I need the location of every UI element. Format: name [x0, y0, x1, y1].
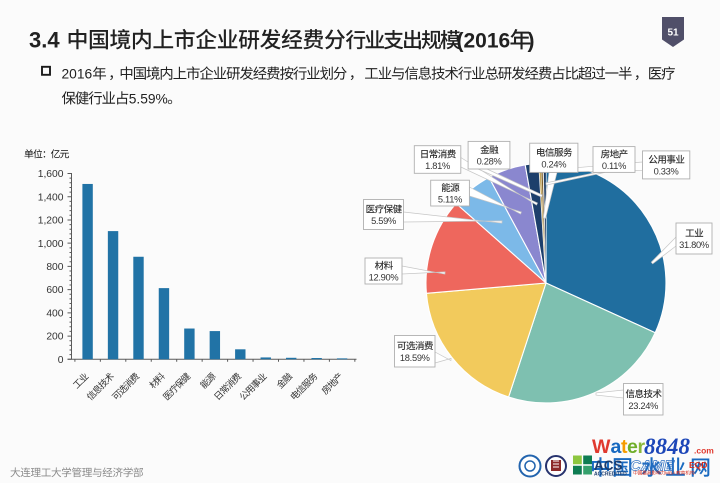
svg-text:EQD: EQD	[689, 460, 707, 470]
svg-text:0.24%: 0.24%	[541, 159, 566, 169]
svg-text:ACCREDITED: ACCREDITED	[594, 472, 627, 478]
svg-text:r: r	[638, 436, 646, 458]
svg-text:0: 0	[58, 355, 64, 366]
svg-text:2016: 2016	[62, 67, 93, 82]
svg-text:18.59%: 18.59%	[400, 353, 430, 363]
svg-text:3.4: 3.4	[29, 28, 60, 53]
svg-text:8848: 8848	[644, 434, 691, 459]
svg-text:MBA: MBA	[665, 471, 676, 477]
svg-text:1.81%: 1.81%	[425, 161, 450, 171]
svg-text:0.28%: 0.28%	[477, 157, 502, 167]
svg-text:.com: .com	[694, 446, 714, 456]
svg-text:(2016: (2016	[457, 30, 511, 53]
svg-text:0.33%: 0.33%	[654, 166, 679, 176]
svg-text:e: e	[627, 436, 638, 458]
svg-text:): )	[528, 30, 535, 53]
svg-text:1,000: 1,000	[38, 239, 64, 250]
svg-text:12.90%: 12.90%	[369, 273, 399, 283]
svg-text:a: a	[611, 436, 622, 458]
svg-text:CAME: CAME	[630, 458, 675, 475]
svg-text:1,600: 1,600	[38, 169, 64, 180]
svg-text:0.11%: 0.11%	[602, 161, 626, 171]
svg-text:400: 400	[46, 309, 63, 320]
svg-text:31.80%: 31.80%	[679, 240, 709, 250]
svg-text:ACS: ACS	[594, 458, 623, 473]
svg-text:23.24%: 23.24%	[628, 401, 658, 411]
svg-text:t: t	[621, 436, 628, 458]
svg-text:200: 200	[46, 332, 63, 343]
svg-text:W: W	[592, 436, 611, 458]
svg-text:51: 51	[667, 28, 679, 39]
svg-text:600: 600	[46, 285, 63, 296]
svg-text:5.59%: 5.59%	[129, 91, 168, 106]
svg-text:800: 800	[46, 262, 63, 273]
svg-text:5.11%: 5.11%	[438, 195, 462, 205]
svg-text:5.59%: 5.59%	[371, 216, 396, 226]
svg-text:1,200: 1,200	[38, 216, 64, 227]
svg-text:1,400: 1,400	[38, 192, 64, 203]
